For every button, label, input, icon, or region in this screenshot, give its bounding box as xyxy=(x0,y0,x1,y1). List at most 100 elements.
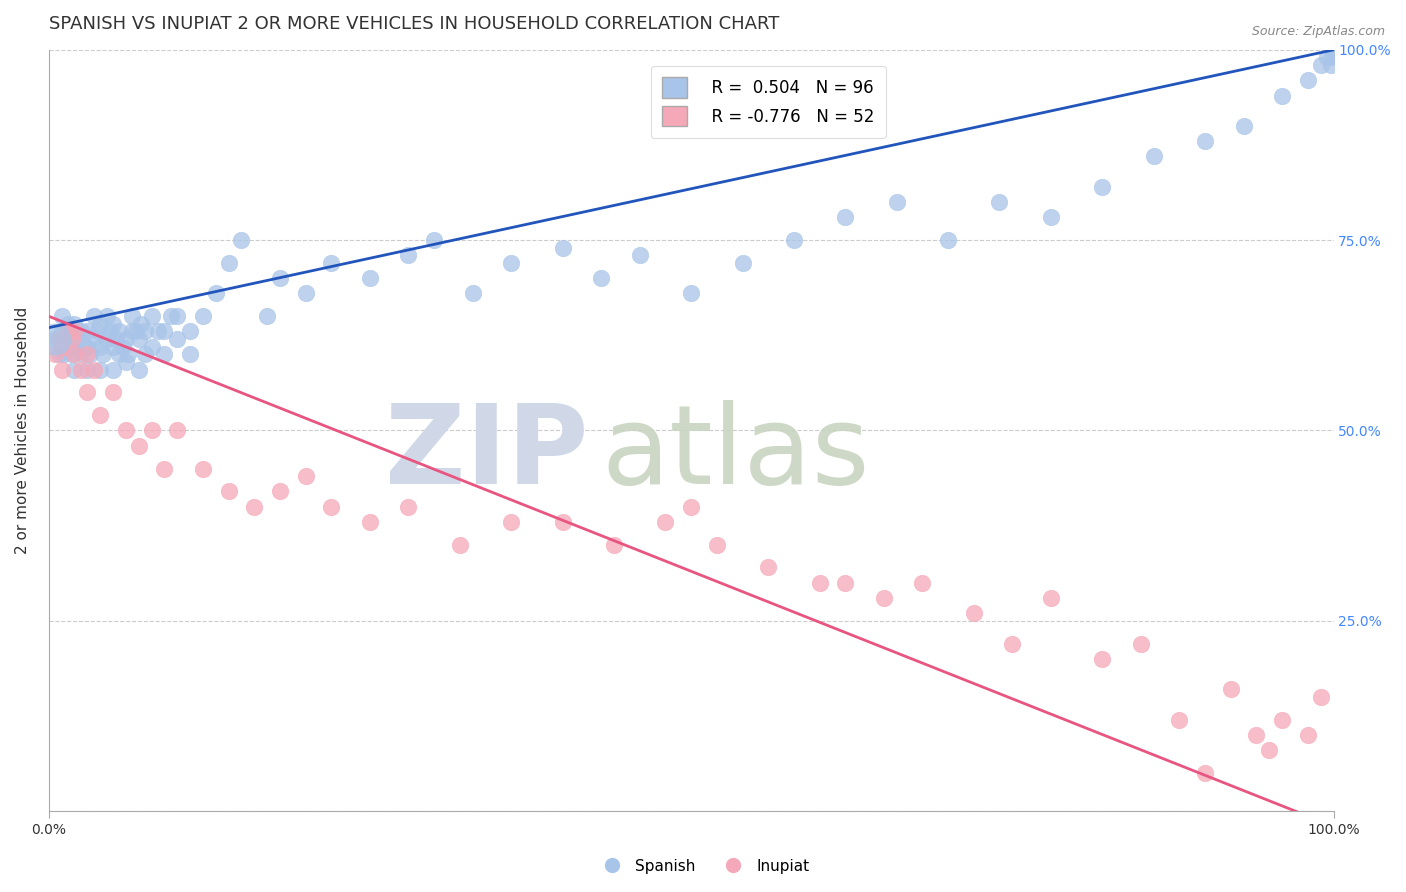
Point xyxy=(153,325,176,339)
Point xyxy=(706,538,728,552)
Point xyxy=(179,347,201,361)
Point xyxy=(204,286,226,301)
Point xyxy=(1129,637,1152,651)
Point xyxy=(60,347,83,361)
Point xyxy=(1091,652,1114,666)
Point xyxy=(101,362,124,376)
Point xyxy=(153,461,176,475)
Point xyxy=(1194,766,1216,780)
Point xyxy=(114,424,136,438)
Point xyxy=(179,325,201,339)
Point xyxy=(44,332,66,346)
Point xyxy=(628,248,651,262)
Point xyxy=(359,515,381,529)
Point xyxy=(48,347,70,361)
Point xyxy=(783,233,806,247)
Point xyxy=(1039,211,1062,225)
Point xyxy=(53,347,76,361)
Point xyxy=(89,317,111,331)
Point xyxy=(108,347,131,361)
Point xyxy=(1258,743,1281,757)
Point xyxy=(1232,119,1254,133)
Point xyxy=(834,211,856,225)
Point xyxy=(398,248,420,262)
Point xyxy=(108,325,131,339)
Point xyxy=(128,439,150,453)
Point xyxy=(1309,690,1331,704)
Text: ZIP: ZIP xyxy=(385,400,588,507)
Point xyxy=(63,340,86,354)
Point xyxy=(1271,713,1294,727)
Point xyxy=(321,256,343,270)
Point xyxy=(101,385,124,400)
Point xyxy=(218,256,240,270)
Point xyxy=(60,332,83,346)
Point xyxy=(963,606,986,620)
Point xyxy=(834,575,856,590)
Point xyxy=(63,317,86,331)
Point xyxy=(56,332,79,346)
Point xyxy=(1091,179,1114,194)
Point xyxy=(654,515,676,529)
Point xyxy=(146,325,169,339)
Y-axis label: 2 or more Vehicles in Household: 2 or more Vehicles in Household xyxy=(15,307,30,554)
Point xyxy=(76,347,98,361)
Point xyxy=(398,500,420,514)
Point xyxy=(76,340,98,354)
Point xyxy=(166,424,188,438)
Point xyxy=(128,362,150,376)
Point xyxy=(104,332,127,346)
Point xyxy=(166,310,188,324)
Point xyxy=(70,362,93,376)
Point xyxy=(63,347,86,361)
Point xyxy=(243,500,266,514)
Point xyxy=(51,340,73,354)
Point xyxy=(1322,50,1344,64)
Point xyxy=(1246,728,1268,742)
Point xyxy=(1168,713,1191,727)
Point xyxy=(51,310,73,324)
Point xyxy=(89,340,111,354)
Point xyxy=(501,256,523,270)
Point xyxy=(359,271,381,285)
Point xyxy=(117,347,139,361)
Point xyxy=(128,332,150,346)
Point xyxy=(551,241,574,255)
Point xyxy=(63,362,86,376)
Point xyxy=(1322,43,1344,57)
Point xyxy=(873,591,896,605)
Point xyxy=(269,271,291,285)
Point xyxy=(756,560,779,574)
Point xyxy=(269,484,291,499)
Point xyxy=(988,195,1011,210)
Point xyxy=(83,332,105,346)
Point xyxy=(121,310,143,324)
Point xyxy=(44,347,66,361)
Point xyxy=(114,332,136,346)
Point xyxy=(56,317,79,331)
Point xyxy=(1143,149,1166,163)
Point xyxy=(1296,728,1319,742)
Point xyxy=(112,340,135,354)
Point xyxy=(256,310,278,324)
Point xyxy=(1001,637,1024,651)
Point xyxy=(1039,591,1062,605)
Text: SPANISH VS INUPIAT 2 OR MORE VEHICLES IN HOUSEHOLD CORRELATION CHART: SPANISH VS INUPIAT 2 OR MORE VEHICLES IN… xyxy=(49,15,779,33)
Point xyxy=(79,347,101,361)
Point xyxy=(51,325,73,339)
Point xyxy=(86,325,108,339)
Point xyxy=(1309,58,1331,72)
Point xyxy=(886,195,908,210)
Point xyxy=(70,325,93,339)
Point xyxy=(153,347,176,361)
Point xyxy=(114,355,136,369)
Point xyxy=(808,575,831,590)
Point xyxy=(48,332,70,346)
Point xyxy=(551,515,574,529)
Point xyxy=(66,332,89,346)
Point xyxy=(76,385,98,400)
Legend: Spanish, Inupiat: Spanish, Inupiat xyxy=(591,853,815,880)
Point xyxy=(96,332,118,346)
Point xyxy=(101,317,124,331)
Point xyxy=(44,332,66,346)
